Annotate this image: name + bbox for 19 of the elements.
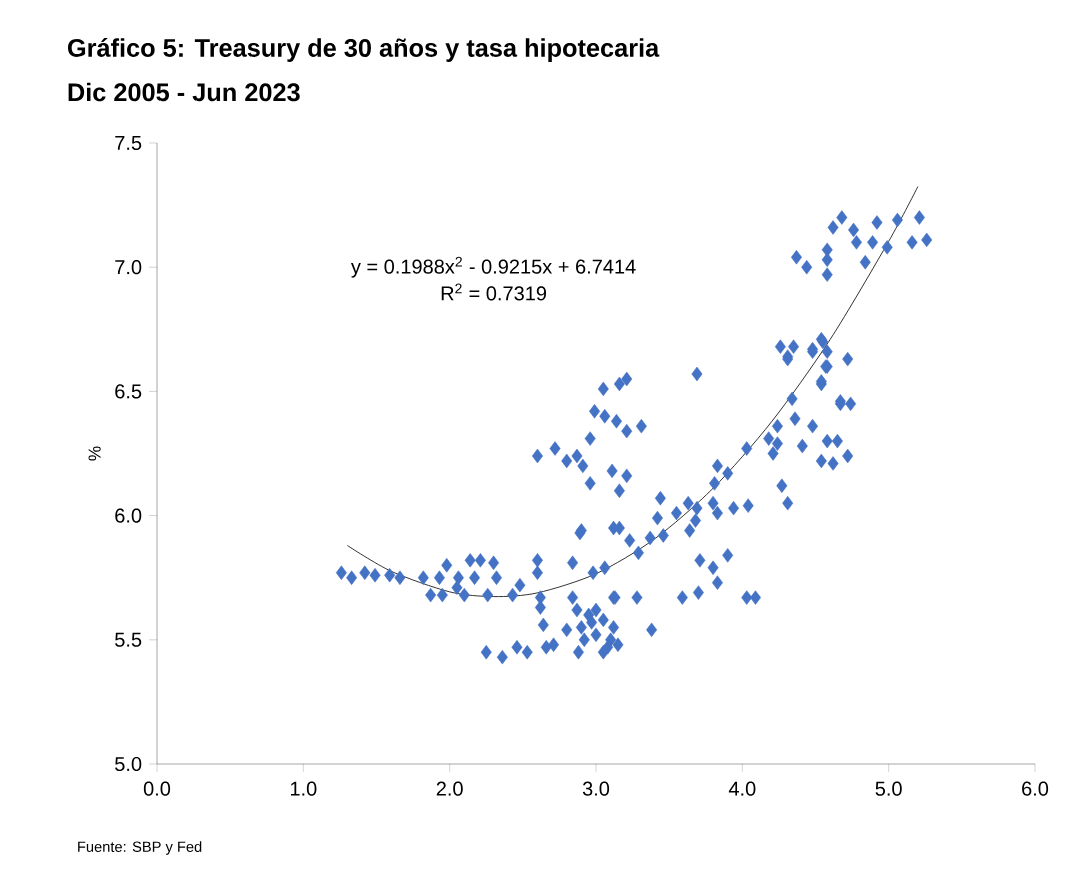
y-tick-label: 6.5: [115, 384, 142, 399]
x-tick-label: 4.0: [728, 781, 756, 796]
y-tick-label: 7.0: [115, 260, 142, 275]
x-tick-label: 0.0: [143, 781, 171, 796]
y-tick-label: 7.5: [115, 136, 142, 150]
x-tick-label: 2.0: [436, 781, 463, 796]
y-tick-label: 5.5: [115, 632, 142, 647]
y-tick-label: 5.0: [115, 756, 142, 772]
x-tick-label: 6.0: [1022, 781, 1049, 796]
x-tick-label: 3.0: [582, 781, 610, 796]
y-axis-title: %: [88, 446, 101, 461]
x-tick-label: 1.0: [290, 781, 317, 796]
source-note: Fuente: SBP y Fed: [78, 841, 202, 855]
chart-title: Gráfico 5: Treasury de 30 años y tasa hipotecaria: [67, 38, 660, 62]
x-tick-label: 5.0: [875, 781, 902, 796]
chart-subtitle: Dic 2005 - Jun 2023: [68, 82, 300, 102]
annotation: y = 0.1988x$^{2}$ - 0.9215x + 6.7414: [350, 256, 636, 278]
y-tick-label: 6.0: [115, 508, 142, 523]
annotation: R$^{2}$ = 0.7319: [441, 283, 547, 301]
